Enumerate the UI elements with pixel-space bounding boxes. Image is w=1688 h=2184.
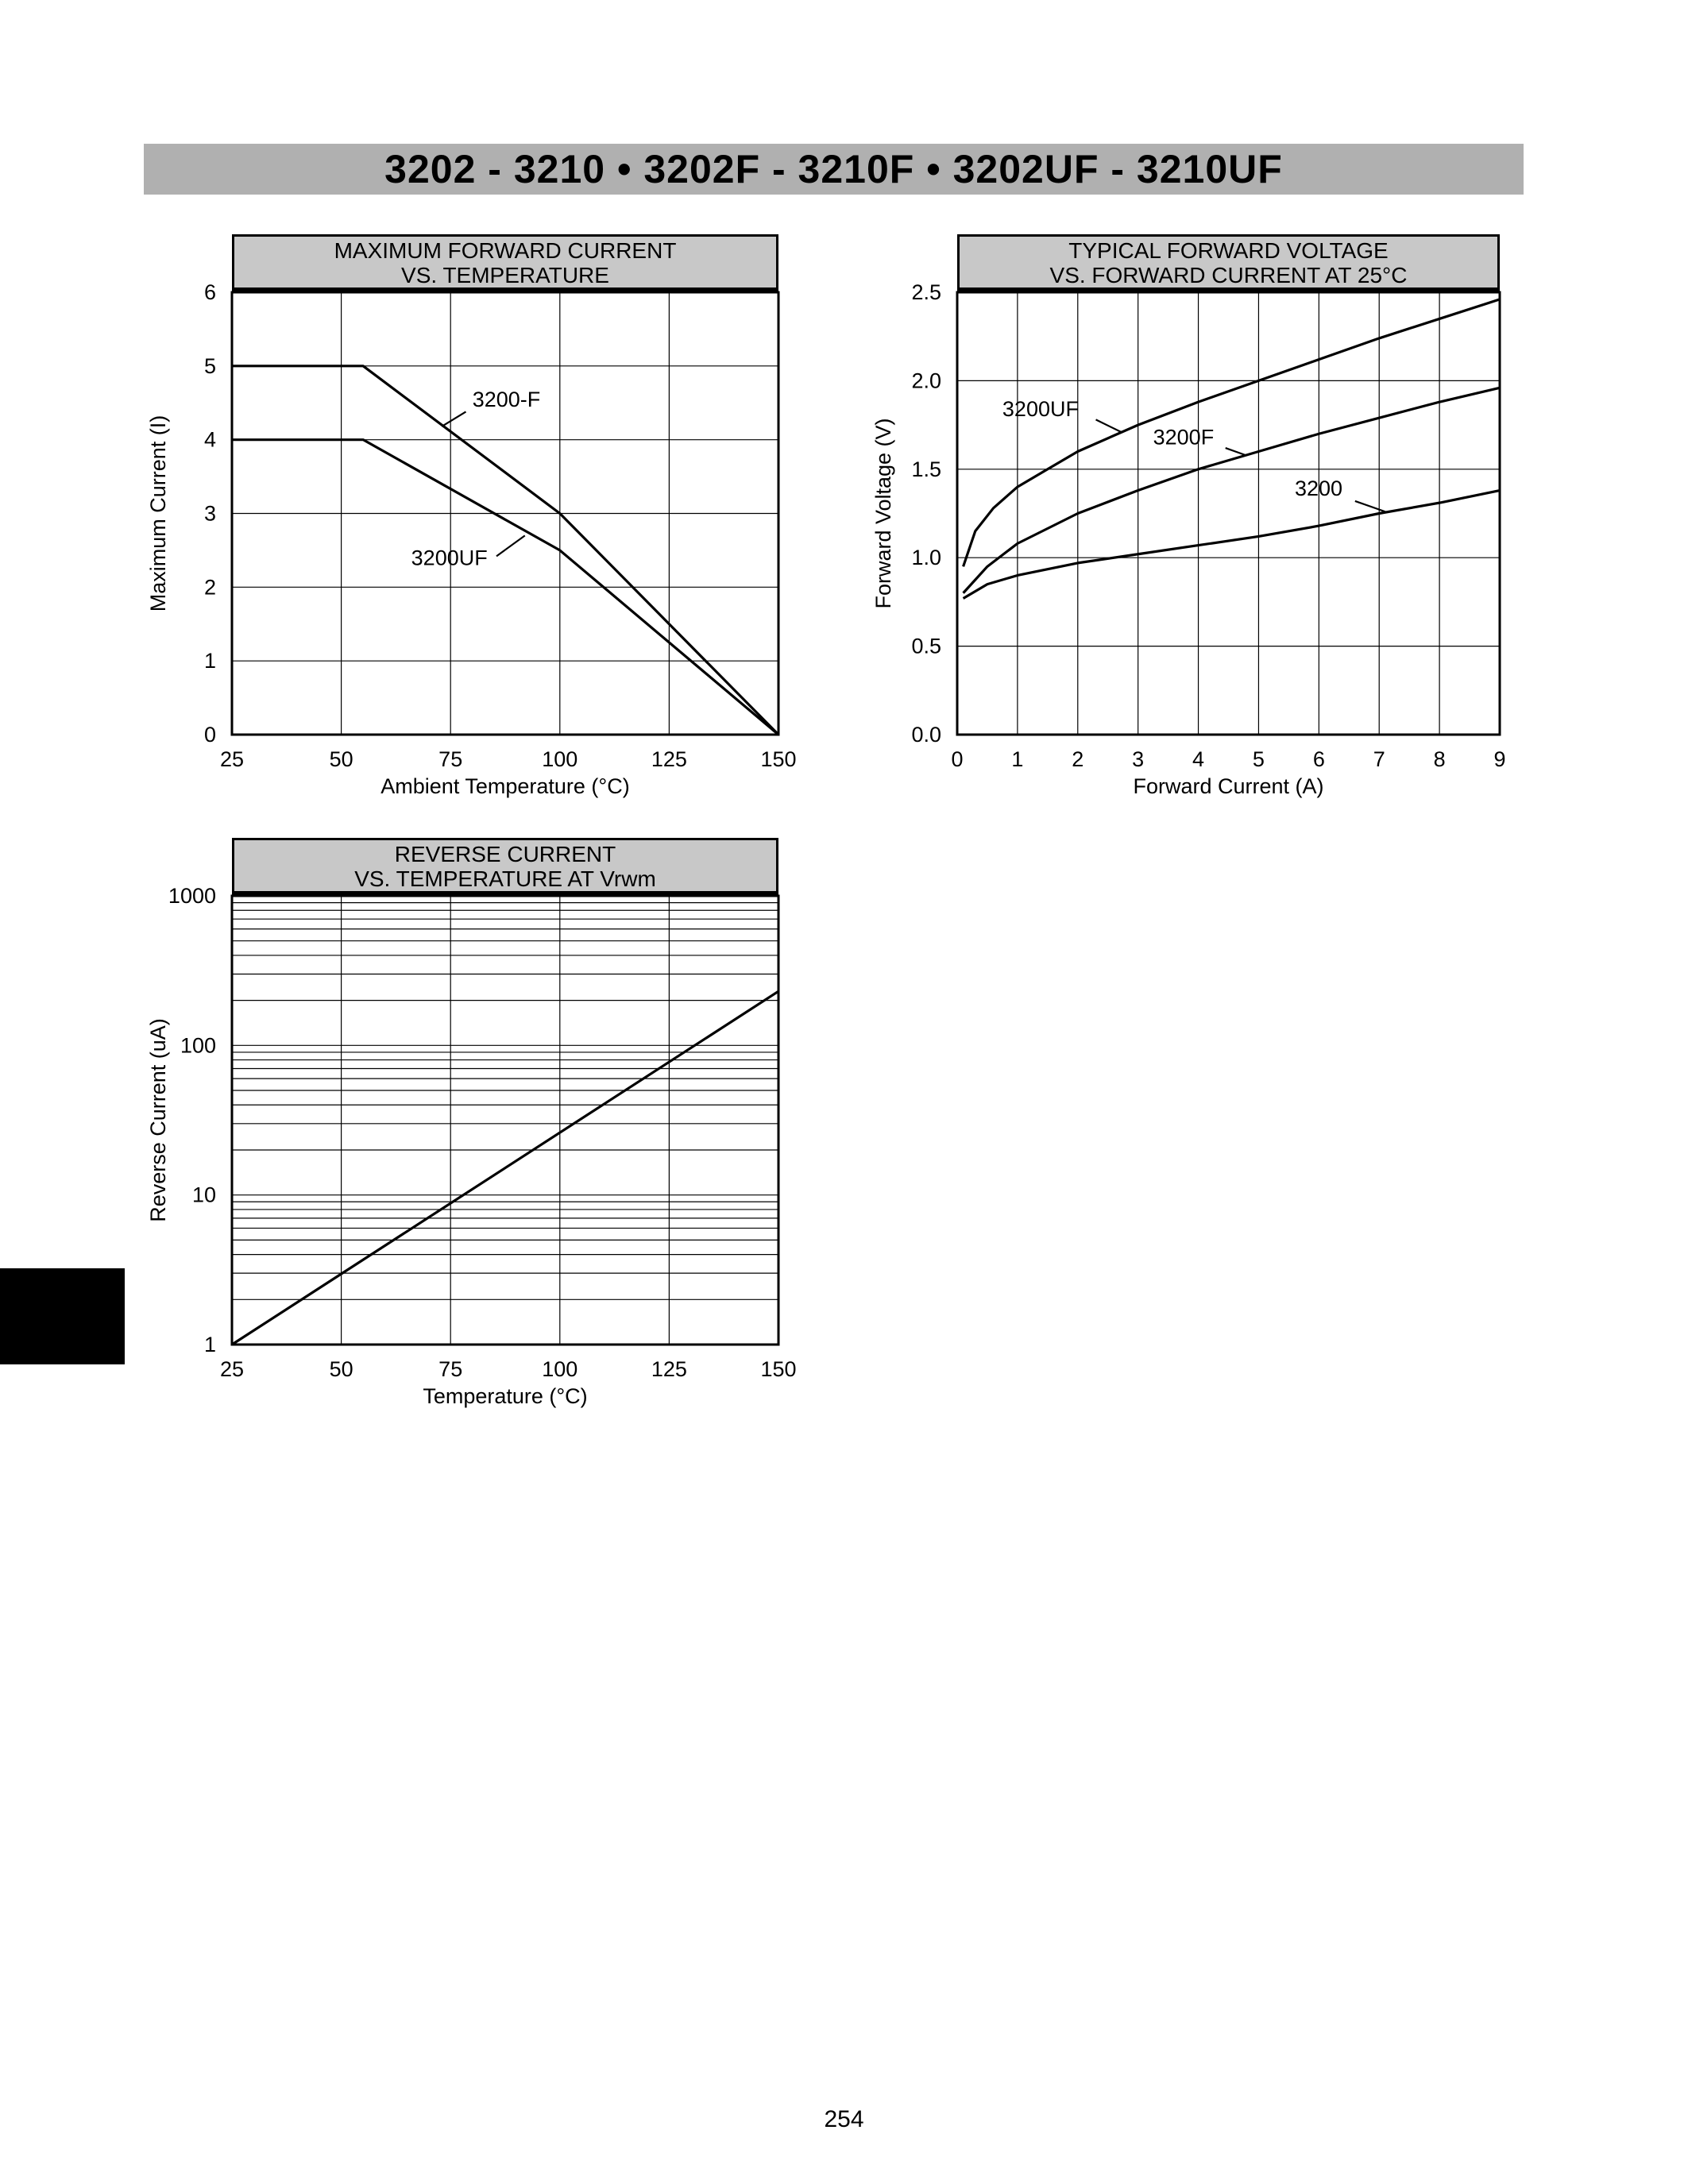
- x-tick-label: 2: [1072, 747, 1083, 771]
- curve-label-leader: [1225, 447, 1246, 457]
- x-tick-label: 75: [438, 1357, 462, 1381]
- y-tick-label: 0: [204, 723, 216, 747]
- x-tick-label: 5: [1253, 747, 1265, 771]
- chart-1-title-box: MAXIMUM FORWARD CURRENT VS. TEMPERATURE: [232, 234, 778, 292]
- page-number: 254: [824, 2106, 864, 2132]
- curve-label: 3200UF: [1002, 397, 1079, 421]
- series-line-3200F: [962, 386, 1501, 594]
- y-axis-title: Forward Voltage (V): [871, 418, 895, 608]
- curve-label: 3200UF: [411, 546, 488, 569]
- chart-1-title-line-1: MAXIMUM FORWARD CURRENT: [334, 238, 677, 263]
- y-tick-label: 10: [192, 1183, 216, 1207]
- y-tick-label: 100: [180, 1033, 216, 1057]
- series-line-3200UF: [232, 438, 780, 736]
- curve-label: 3200: [1295, 477, 1342, 500]
- x-tick-label: 100: [542, 747, 577, 771]
- curve-label: 3200F: [1153, 426, 1215, 450]
- y-tick-label: 3: [204, 502, 216, 526]
- y-tick-label: 1.5: [911, 457, 941, 481]
- curve-label-leader: [496, 534, 526, 558]
- x-tick-label: 6: [1313, 747, 1325, 771]
- y-tick-label: 4: [204, 428, 216, 452]
- chart-3-title-line-1: REVERSE CURRENT: [394, 842, 616, 866]
- y-tick-label: 0.0: [911, 723, 941, 747]
- y-tick-label: 0.5: [911, 635, 941, 658]
- chart-1-title-line-2: VS. TEMPERATURE: [401, 263, 609, 287]
- series-line-reverse-current: [231, 990, 779, 1346]
- y-tick-label: 5: [204, 354, 216, 378]
- x-tick-label: 25: [220, 747, 244, 771]
- x-tick-label: 0: [951, 747, 963, 771]
- x-tick-label: 3: [1132, 747, 1144, 771]
- x-tick-label: 150: [760, 747, 796, 771]
- y-tick-label: 2.0: [911, 369, 941, 392]
- y-tick-label: 1.0: [911, 546, 941, 569]
- x-tick-label: 8: [1434, 747, 1446, 771]
- x-tick-label: 125: [651, 1357, 687, 1381]
- curve-label: 3200-F: [473, 388, 541, 411]
- y-axis-title: Reverse Current (uA): [146, 1018, 170, 1222]
- x-tick-label: 150: [760, 1357, 796, 1381]
- curve-label-leader: [1095, 419, 1122, 434]
- chart-3-plot: 25 50 75 100 125 150 1 10 100 1000 Temperature (°C…: [146, 884, 797, 1408]
- x-tick-label: 100: [542, 1357, 577, 1381]
- x-tick-label: 125: [651, 747, 687, 771]
- curve-label-leader: [1354, 500, 1386, 513]
- y-tick-label: 6: [204, 280, 216, 304]
- series-line-3200: [962, 488, 1501, 600]
- series-line-3200-F: [232, 365, 780, 736]
- x-axis-title: Ambient Temperature (°C): [380, 774, 629, 798]
- x-tick-label: 4: [1192, 747, 1204, 771]
- chart-2-title-box: TYPICAL FORWARD VOLTAGE VS. FORWARD CURR…: [957, 234, 1500, 292]
- x-tick-label: 1: [1011, 747, 1023, 771]
- series-line-3200UF: [962, 298, 1501, 567]
- x-tick-label: 50: [330, 747, 353, 771]
- y-tick-label: 2.5: [911, 280, 941, 304]
- plot-border: [956, 291, 1501, 736]
- plot-border: [230, 894, 780, 1346]
- chart-2-title-line-1: TYPICAL FORWARD VOLTAGE: [1068, 238, 1389, 263]
- x-tick-label: 9: [1493, 747, 1505, 771]
- x-tick-label: 25: [220, 1357, 244, 1381]
- y-axis-title: Maximum Current (I): [146, 415, 170, 612]
- x-axis-title: Temperature (°C): [423, 1384, 587, 1408]
- chart-2-plot: 3200UF 3200F 3200 0 1 2 3 4 5 6 7 8 9 0.0 0.5 1.0 1.5 2.0…: [871, 280, 1506, 798]
- x-tick-label: 75: [438, 747, 462, 771]
- y-tick-label: 2: [204, 575, 216, 599]
- x-tick-label: 7: [1373, 747, 1385, 771]
- y-tick-label: 1: [204, 1333, 216, 1356]
- y-tick-label: 1: [204, 649, 216, 673]
- page-header: 3202 - 3210 • 3202F - 3210F • 3202UF - 3…: [144, 144, 1524, 195]
- chart-2-title-line-2: VS. FORWARD CURRENT AT 25°C: [1049, 263, 1408, 287]
- x-axis-title: Forward Current (A): [1133, 774, 1323, 798]
- curve-label-leader: [441, 411, 467, 427]
- x-tick-label: 50: [330, 1357, 353, 1381]
- chart-1-plot: 3200-F 3200UF 25 50 75 100 125 150 0 1 2 3 4 5 6 Ambien…: [146, 280, 797, 798]
- chart-3-title-box: REVERSE CURRENT VS. TEMPERATURE AT Vrwm: [232, 838, 778, 896]
- plot-border: [230, 291, 780, 736]
- y-tick-label: 1000: [168, 884, 216, 908]
- chart-3-title-line-2: VS. TEMPERATURE AT Vrwm: [354, 866, 656, 891]
- section-tab-marker: [0, 1268, 125, 1364]
